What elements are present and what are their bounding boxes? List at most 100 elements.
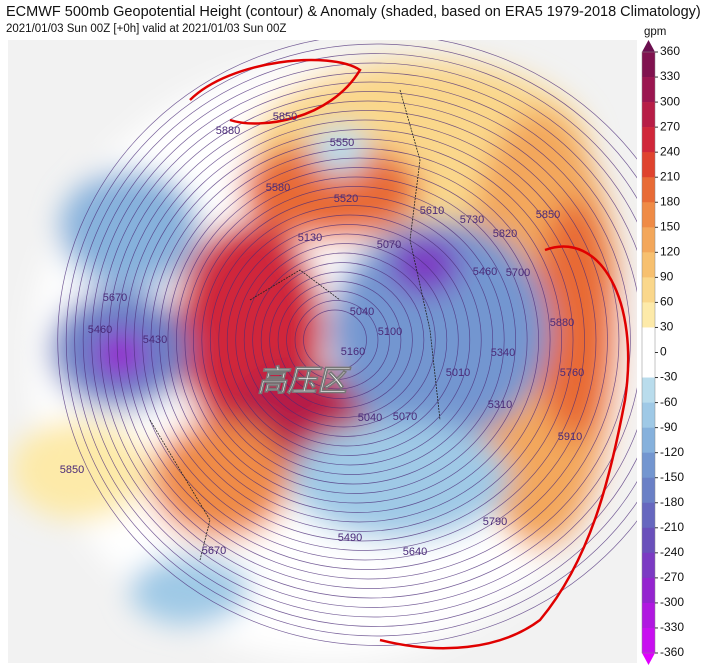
colorbar-segment <box>642 377 655 403</box>
contour-label: 5670 <box>103 292 127 304</box>
colorbar-segment <box>642 177 655 203</box>
contour-label: 5010 <box>446 367 470 379</box>
colorbar-tick-label: -300 <box>660 595 684 609</box>
contour-label: 5790 <box>483 516 507 528</box>
contour <box>116 100 620 580</box>
colorbar-tick-label: -330 <box>660 620 684 634</box>
contour <box>142 129 585 551</box>
contour-label: 5550 <box>330 137 354 149</box>
contour <box>82 62 637 618</box>
contour-label: 5310 <box>488 399 512 411</box>
colorbar-segment <box>642 277 655 303</box>
colorbar-segment <box>642 402 655 428</box>
colorbar-segment <box>642 227 655 253</box>
contour-label: 5760 <box>560 367 584 379</box>
contour <box>286 290 390 390</box>
colorbar-tick-label: 30 <box>660 320 674 334</box>
contour-label: 5520 <box>334 193 358 205</box>
colorbar-tick-label: 120 <box>660 245 680 259</box>
colorbar-tick-label: -180 <box>660 495 684 509</box>
anomaly-shading <box>10 60 630 660</box>
contour-label: 5460 <box>88 324 112 336</box>
contour-5880 <box>189 58 630 650</box>
colorbar-segment <box>642 302 655 328</box>
colorbar-segment <box>642 552 655 579</box>
contour-label: 5670 <box>202 545 226 557</box>
contour <box>303 309 367 371</box>
colorbar-tick-label: 210 <box>660 169 680 183</box>
colorbar-segment <box>642 327 655 353</box>
colorbar-arrow <box>642 40 655 52</box>
coastlines <box>149 89 441 561</box>
contour-label: 5490 <box>338 532 362 544</box>
contour-label: 5040 <box>358 412 382 424</box>
contour-label: 5850 <box>273 111 297 123</box>
colorbar-tick-label: -30 <box>660 370 678 384</box>
contour <box>74 53 637 627</box>
colorbar-segment <box>642 202 655 228</box>
contour <box>260 262 425 418</box>
colorbar-tick-label: 90 <box>660 270 674 284</box>
contour <box>176 167 539 513</box>
colorbar-segment <box>642 52 655 78</box>
colorbar-tick-label: -360 <box>660 645 684 659</box>
colorbar-tick-label: 150 <box>660 219 680 233</box>
colorbar-arrow <box>642 653 655 665</box>
contour-label: 5340 <box>491 347 515 359</box>
colorbar-tick-label: 360 <box>660 44 680 58</box>
contour-label: 5730 <box>460 214 484 226</box>
contour-label: 5070 <box>377 239 401 251</box>
contour-label: 5130 <box>298 232 322 244</box>
colorbar-tick-label: 180 <box>660 194 680 208</box>
contour <box>108 91 631 589</box>
contour <box>65 43 637 637</box>
colorbar-segment <box>642 602 655 629</box>
contour <box>269 271 413 409</box>
contour-label: 5850 <box>536 209 560 221</box>
contour-label: 5430 <box>143 334 167 346</box>
contour <box>184 176 528 504</box>
contour <box>159 148 562 532</box>
contour <box>57 40 637 646</box>
map <box>8 40 637 663</box>
contour-label: 5880 <box>550 317 574 329</box>
contour-labels: 5880 5850 5550 5520 5580 5610 5730 5820 5850 5700… <box>60 111 584 558</box>
colorbar-tick-label: -240 <box>660 545 684 559</box>
colorbar-tick-label: 270 <box>660 119 680 133</box>
colorbar-segment <box>642 77 655 103</box>
colorbar-tick-label: -150 <box>660 470 684 484</box>
colorbar-tick-label: 0 <box>660 345 667 359</box>
contour <box>277 281 402 399</box>
colorbar-tick-label: 330 <box>660 69 680 83</box>
contour-label: 5070 <box>393 411 417 423</box>
colorbar-tick-label: 300 <box>660 94 680 108</box>
contour <box>125 110 608 570</box>
contour-label: 5100 <box>378 326 402 338</box>
colorbar-tick-label: -60 <box>660 395 678 409</box>
contour <box>294 300 379 380</box>
colorbar-segment <box>642 577 655 604</box>
colorbar-segment <box>642 127 655 153</box>
contour <box>252 252 436 428</box>
colorbar: 3603303002702402101801501209060300-30-60… <box>641 40 684 665</box>
contour <box>209 205 494 475</box>
colorbar-tick-label: -90 <box>660 420 678 434</box>
contour <box>91 72 637 608</box>
contour <box>226 224 471 456</box>
height-contours <box>57 40 637 646</box>
colorbar-tick-label: -270 <box>660 570 684 584</box>
contour <box>167 157 551 523</box>
contour-label: 5580 <box>266 182 290 194</box>
colorbar-segment <box>642 252 655 278</box>
colorbar-segment <box>642 152 655 178</box>
colorbar-segment <box>642 427 655 453</box>
colorbar-segment <box>642 627 655 654</box>
contour <box>243 243 448 437</box>
contour <box>201 195 505 485</box>
contour-label: 5460 <box>473 266 497 278</box>
contour-label: 5160 <box>341 346 365 358</box>
contour <box>150 138 574 542</box>
annotation: 高压区 <box>257 365 352 398</box>
